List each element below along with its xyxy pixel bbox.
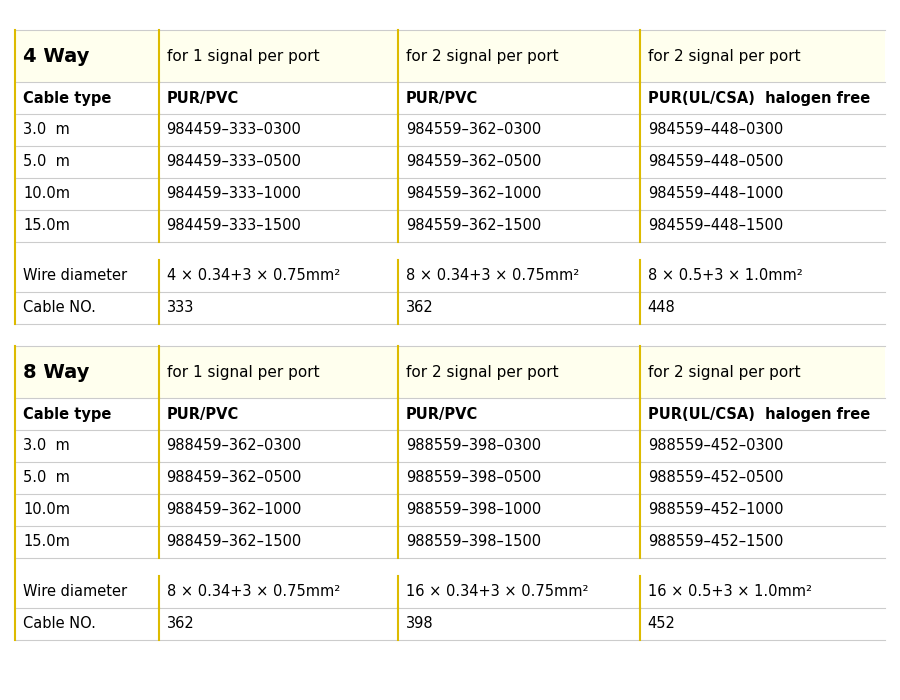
Text: Cable NO.: Cable NO. <box>23 300 96 316</box>
Text: Cable NO.: Cable NO. <box>23 617 96 631</box>
Text: Cable type: Cable type <box>23 90 112 106</box>
Text: 3.0  m: 3.0 m <box>23 122 70 137</box>
Text: Wire diameter: Wire diameter <box>23 269 127 284</box>
Text: PUR/PVC: PUR/PVC <box>166 407 238 421</box>
Text: PUR/PVC: PUR/PVC <box>406 407 478 421</box>
Text: 8 × 0.5+3 × 1.0mm²: 8 × 0.5+3 × 1.0mm² <box>648 269 803 284</box>
Text: for 2 signal per port: for 2 signal per port <box>406 365 558 379</box>
Text: 984559–362–0500: 984559–362–0500 <box>406 155 541 169</box>
Text: 8 × 0.34+3 × 0.75mm²: 8 × 0.34+3 × 0.75mm² <box>166 584 340 599</box>
Text: 16 × 0.34+3 × 0.75mm²: 16 × 0.34+3 × 0.75mm² <box>406 584 589 599</box>
Text: 10.0m: 10.0m <box>23 503 70 517</box>
Text: Cable type: Cable type <box>23 407 112 421</box>
Text: 452: 452 <box>648 617 676 631</box>
Text: for 2 signal per port: for 2 signal per port <box>648 48 800 64</box>
Bar <box>15 346 885 398</box>
Text: PUR/PVC: PUR/PVC <box>166 90 238 106</box>
Text: 988559–452–0300: 988559–452–0300 <box>648 438 783 454</box>
Text: 4 × 0.34+3 × 0.75mm²: 4 × 0.34+3 × 0.75mm² <box>166 269 340 284</box>
Text: 984559–448–0500: 984559–448–0500 <box>648 155 783 169</box>
Text: 984559–448–1000: 984559–448–1000 <box>648 186 783 202</box>
Text: 362: 362 <box>406 300 434 316</box>
Text: 15.0m: 15.0m <box>23 535 70 550</box>
Text: 333: 333 <box>166 300 194 316</box>
Text: 988559–452–1000: 988559–452–1000 <box>648 503 783 517</box>
Text: 362: 362 <box>166 617 194 631</box>
Text: 5.0  m: 5.0 m <box>23 470 70 486</box>
Text: 988459–362–1000: 988459–362–1000 <box>166 503 302 517</box>
Text: 15.0m: 15.0m <box>23 218 70 234</box>
Text: 988459–362–0300: 988459–362–0300 <box>166 438 302 454</box>
Text: 984459–333–1000: 984459–333–1000 <box>166 186 302 202</box>
Text: 988459–362–0500: 988459–362–0500 <box>166 470 302 486</box>
Text: 984459–333–0500: 984459–333–0500 <box>166 155 302 169</box>
Text: for 2 signal per port: for 2 signal per port <box>648 365 800 379</box>
Text: 3.0  m: 3.0 m <box>23 438 70 454</box>
Text: 988559–398–0300: 988559–398–0300 <box>406 438 541 454</box>
Text: PUR/PVC: PUR/PVC <box>406 90 478 106</box>
Text: for 2 signal per port: for 2 signal per port <box>406 48 558 64</box>
Text: for 1 signal per port: for 1 signal per port <box>166 48 320 64</box>
Text: 984459–333–1500: 984459–333–1500 <box>166 218 302 234</box>
Text: Wire diameter: Wire diameter <box>23 584 127 599</box>
Text: 988559–452–1500: 988559–452–1500 <box>648 535 783 550</box>
Text: for 1 signal per port: for 1 signal per port <box>166 365 320 379</box>
Text: 988559–398–1500: 988559–398–1500 <box>406 535 541 550</box>
Text: 988559–398–0500: 988559–398–0500 <box>406 470 541 486</box>
Text: 988559–452–0500: 988559–452–0500 <box>648 470 783 486</box>
Text: 984559–362–1000: 984559–362–1000 <box>406 186 541 202</box>
Text: 984559–362–1500: 984559–362–1500 <box>406 218 541 234</box>
Text: 984459–333–0300: 984459–333–0300 <box>166 122 302 137</box>
Text: 8 × 0.34+3 × 0.75mm²: 8 × 0.34+3 × 0.75mm² <box>406 269 579 284</box>
Text: 4 Way: 4 Way <box>23 46 89 66</box>
Text: 448: 448 <box>648 300 675 316</box>
Text: 988459–362–1500: 988459–362–1500 <box>166 535 302 550</box>
Bar <box>15 30 885 82</box>
Text: 984559–448–0300: 984559–448–0300 <box>648 122 783 137</box>
Text: 16 × 0.5+3 × 1.0mm²: 16 × 0.5+3 × 1.0mm² <box>648 584 812 599</box>
Text: 10.0m: 10.0m <box>23 186 70 202</box>
Text: PUR(UL/CSA)  halogen free: PUR(UL/CSA) halogen free <box>648 407 870 421</box>
Text: 8 Way: 8 Way <box>23 363 89 382</box>
Text: 984559–362–0300: 984559–362–0300 <box>406 122 541 137</box>
Text: 5.0  m: 5.0 m <box>23 155 70 169</box>
Text: 398: 398 <box>406 617 434 631</box>
Text: PUR(UL/CSA)  halogen free: PUR(UL/CSA) halogen free <box>648 90 870 106</box>
Text: 988559–398–1000: 988559–398–1000 <box>406 503 541 517</box>
Text: 984559–448–1500: 984559–448–1500 <box>648 218 783 234</box>
